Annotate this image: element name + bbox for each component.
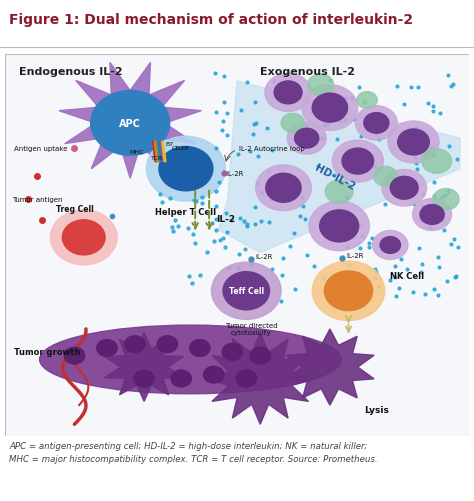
Circle shape [236, 370, 256, 387]
Text: IL-2R: IL-2R [227, 171, 244, 177]
Circle shape [91, 91, 170, 156]
Circle shape [171, 370, 191, 387]
Circle shape [274, 82, 302, 105]
Circle shape [398, 130, 429, 156]
Text: B7: B7 [165, 142, 173, 147]
Circle shape [312, 262, 385, 321]
Circle shape [312, 94, 347, 123]
Text: IL-2: IL-2 [216, 214, 235, 223]
Circle shape [380, 237, 401, 254]
Circle shape [342, 149, 374, 175]
Text: Tumor antigen: Tumor antigen [12, 197, 62, 203]
Circle shape [64, 348, 85, 364]
Text: Lysis: Lysis [364, 405, 389, 414]
Circle shape [308, 75, 334, 96]
Text: Antigen uptake: Antigen uptake [14, 145, 67, 151]
Text: IL-2R: IL-2R [255, 253, 273, 259]
Circle shape [388, 122, 439, 164]
Circle shape [433, 189, 459, 210]
Circle shape [325, 181, 353, 203]
Circle shape [97, 340, 117, 357]
Text: IL-2R: IL-2R [346, 252, 364, 258]
Circle shape [63, 220, 105, 256]
Text: Helper T Cell: Helper T Cell [155, 207, 217, 216]
Circle shape [266, 174, 301, 203]
Text: MHC: MHC [129, 150, 144, 155]
Text: Teff Cell: Teff Cell [229, 287, 264, 296]
Circle shape [222, 344, 243, 361]
Circle shape [203, 367, 224, 383]
Circle shape [281, 114, 304, 133]
Text: APC: APC [119, 119, 141, 129]
Text: CD28: CD28 [172, 146, 189, 151]
Circle shape [390, 177, 418, 200]
Circle shape [287, 123, 326, 155]
Text: NK Cell: NK Cell [390, 272, 424, 281]
Circle shape [422, 149, 452, 174]
Polygon shape [59, 63, 201, 179]
Circle shape [356, 107, 397, 141]
Circle shape [159, 147, 213, 191]
Circle shape [412, 199, 452, 231]
Text: Exogenous IL-2: Exogenous IL-2 [260, 67, 355, 77]
Circle shape [125, 336, 145, 353]
Circle shape [295, 129, 319, 149]
Text: IL-2 Autocrine loop: IL-2 Autocrine loop [239, 145, 305, 151]
Circle shape [211, 263, 281, 320]
Ellipse shape [40, 326, 341, 394]
Circle shape [357, 92, 377, 109]
Circle shape [373, 231, 408, 260]
Circle shape [374, 167, 398, 187]
Circle shape [382, 170, 427, 206]
Circle shape [146, 137, 225, 202]
Polygon shape [104, 333, 184, 402]
Circle shape [223, 272, 270, 310]
Text: Endogenous IL-2: Endogenous IL-2 [18, 67, 122, 77]
Circle shape [332, 141, 383, 183]
Text: Tumor growth: Tumor growth [14, 348, 81, 357]
Text: TCR: TCR [151, 156, 163, 161]
Text: Tumor directed
cytotoxicity: Tumor directed cytotoxicity [225, 323, 277, 335]
Circle shape [157, 336, 178, 353]
Circle shape [319, 210, 359, 242]
Text: HD-IL-2: HD-IL-2 [313, 162, 356, 192]
Circle shape [265, 74, 311, 112]
Circle shape [302, 86, 358, 131]
Circle shape [250, 348, 271, 364]
Circle shape [255, 165, 311, 211]
Circle shape [134, 370, 155, 387]
Circle shape [324, 272, 373, 311]
Circle shape [420, 205, 444, 225]
Text: Figure 1: Dual mechanism of action of interleukin-2: Figure 1: Dual mechanism of action of in… [9, 13, 414, 27]
Text: APC = antigen-presenting cell; HD-IL-2 = high-dose interleukin; NK = natural kil: APC = antigen-presenting cell; HD-IL-2 =… [9, 441, 378, 463]
Circle shape [190, 340, 210, 357]
Circle shape [309, 202, 369, 251]
Circle shape [50, 210, 117, 266]
Polygon shape [219, 82, 460, 253]
Polygon shape [204, 333, 316, 424]
Text: Treg Cell: Treg Cell [56, 204, 93, 213]
Circle shape [364, 113, 389, 134]
Polygon shape [286, 329, 374, 405]
